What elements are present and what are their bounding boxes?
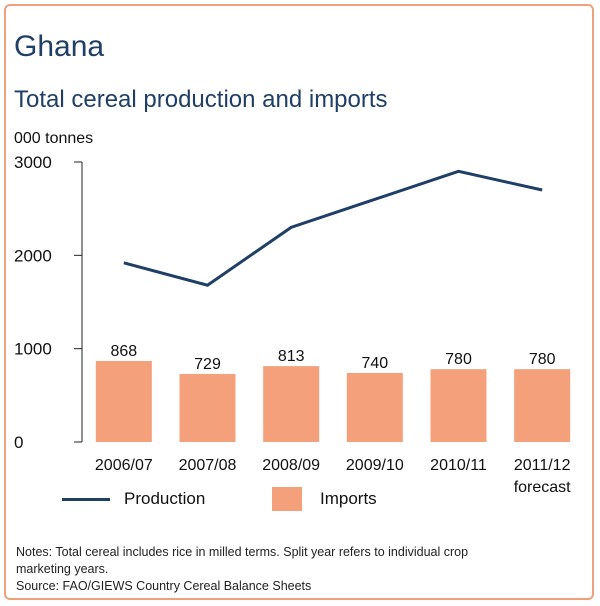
legend-production-label: Production bbox=[124, 489, 206, 508]
legend-imports-swatch bbox=[272, 487, 302, 511]
import-bar-label: 780 bbox=[529, 351, 556, 368]
import-bars bbox=[95, 360, 571, 442]
y-axis-ticks: 0 1000 2000 3000 bbox=[14, 153, 82, 452]
x-tick-label: 2009/10 bbox=[346, 457, 404, 474]
x-tick-label: 2008/09 bbox=[262, 457, 320, 474]
notes-line-3: Source: FAO/GIEWS Country Cereal Balance… bbox=[16, 579, 312, 593]
import-bar-label: 813 bbox=[278, 348, 305, 365]
y-tick-label: 2000 bbox=[14, 246, 52, 265]
x-tick-sublabel: forecast bbox=[514, 479, 571, 496]
x-tick-label: 2007/08 bbox=[179, 457, 237, 474]
x-tick-label: 2006/07 bbox=[95, 457, 153, 474]
import-bar-label: 868 bbox=[110, 343, 137, 360]
y-tick-label: 1000 bbox=[14, 340, 52, 359]
chart-notes: Notes: Total cereal includes rice in mil… bbox=[16, 544, 576, 595]
x-tick-label: 2010/11 bbox=[430, 457, 487, 474]
legend-production-swatch bbox=[62, 497, 110, 501]
chart-title: Ghana bbox=[14, 30, 105, 63]
import-bar-label: 740 bbox=[361, 355, 388, 372]
legend-production: Production bbox=[62, 489, 205, 509]
y-tick-label: 0 bbox=[14, 433, 23, 452]
x-tick-label: 2011/12 bbox=[514, 457, 571, 474]
y-tick-label: 3000 bbox=[14, 153, 52, 172]
legend-imports: Imports bbox=[272, 487, 377, 511]
chart-subtitle: Total cereal production and imports bbox=[14, 86, 388, 113]
notes-line-2: marketing years. bbox=[16, 562, 109, 576]
import-bar bbox=[179, 373, 236, 442]
import-bar bbox=[346, 372, 403, 442]
import-bar-label: 780 bbox=[445, 351, 472, 368]
notes-line-1: Notes: Total cereal includes rice in mil… bbox=[16, 545, 469, 559]
import-bar bbox=[514, 369, 571, 442]
production-line bbox=[123, 169, 543, 287]
x-axis-labels: 2006/07 2007/08 2008/09 2009/10 2010/11 2011/… bbox=[95, 457, 571, 496]
import-bar bbox=[430, 369, 487, 442]
import-bar-label: 729 bbox=[194, 356, 221, 373]
import-bar bbox=[95, 360, 152, 442]
legend-imports-label: Imports bbox=[320, 489, 377, 508]
import-bar-labels: 868 729 813 740 780 780 bbox=[110, 343, 555, 373]
import-bar bbox=[263, 366, 320, 442]
y-axis-unit: 000 tonnes bbox=[14, 130, 94, 147]
